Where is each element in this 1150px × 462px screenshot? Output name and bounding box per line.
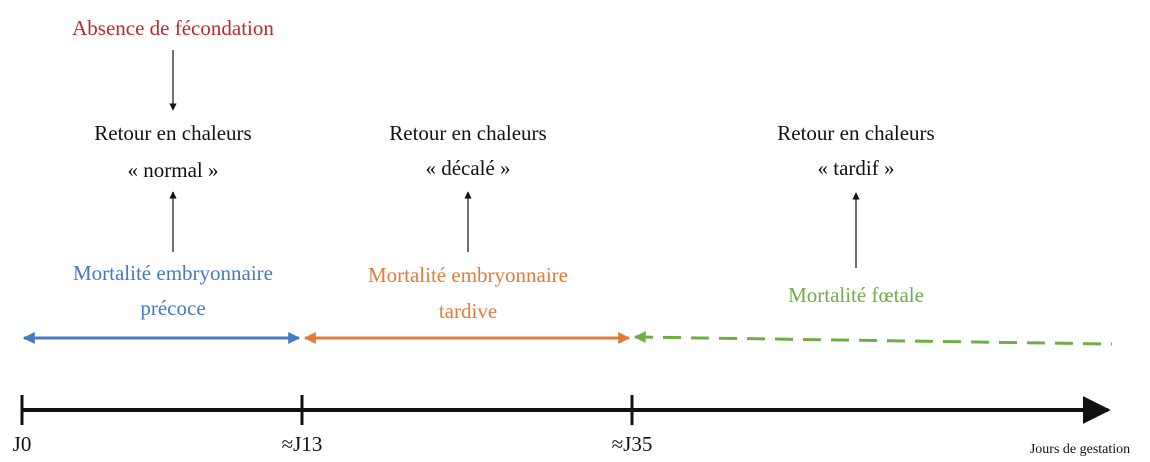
return-label: « normal » xyxy=(128,158,219,182)
return-label: Retour en chaleurs xyxy=(94,121,251,145)
mortality-label: précoce xyxy=(140,296,205,320)
tick-label: ≈J35 xyxy=(612,432,653,456)
axis-label: Jours de gestation xyxy=(1030,442,1130,457)
annotation: Absence de fécondation xyxy=(72,16,274,40)
return-label: Retour en chaleurs xyxy=(389,121,546,145)
mortality-label: Mortalité embryonnaire xyxy=(368,263,568,287)
phase-span xyxy=(633,331,1113,346)
return-label: « décalé » xyxy=(425,156,510,180)
tick-label: ≈J13 xyxy=(282,432,323,456)
mortality-label: Mortalité embryonnaire xyxy=(73,261,273,285)
tick-label: J0 xyxy=(13,432,32,456)
return-label: « tardif » xyxy=(818,156,895,180)
mortality-label: Mortalité fœtale xyxy=(788,283,924,307)
return-label: Retour en chaleurs xyxy=(777,121,934,145)
mortality-label: tardive xyxy=(439,299,497,323)
